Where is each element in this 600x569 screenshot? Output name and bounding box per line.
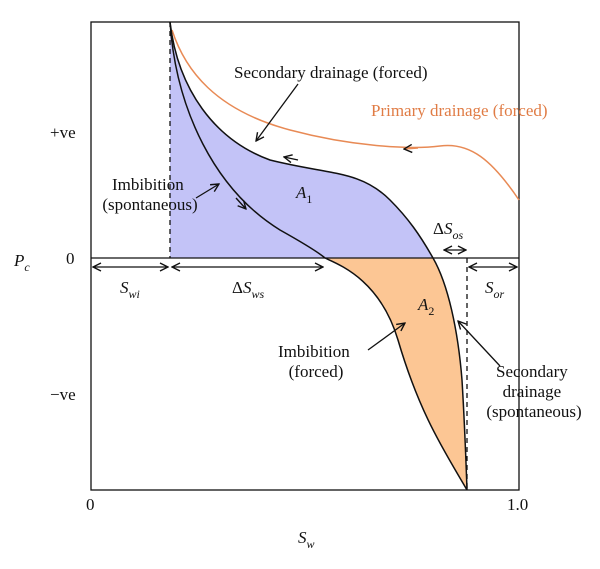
primary-drainage-curve [171, 29, 520, 201]
imbibition-curve [169, 21, 468, 491]
primary-direction-arrow [404, 148, 419, 149]
primary-drainage-label: Primary drainage (forced) [371, 101, 548, 120]
region-a1-fill [170, 22, 433, 258]
imbibition-spont-pointer [195, 184, 219, 199]
y-axis-pos-label: +ve [50, 123, 76, 142]
region-a1-label: A1 [295, 183, 312, 206]
secondary-spont-label: Secondary drainage (spontaneous) [486, 362, 581, 421]
secondary-forced-pointer [256, 83, 299, 141]
secondary-drainage-forced-curve [169, 21, 434, 259]
secondary-drainage-spontaneous-curve [432, 257, 468, 491]
x-axis-symbol: Sw [298, 528, 315, 551]
y-axis-zero-label: 0 [66, 249, 75, 268]
secondary-spont-pointer [458, 321, 501, 367]
imbibition-forced-label: Imbibition (forced) [278, 342, 354, 381]
plot-frame [90, 21, 520, 491]
secondary-forced-label: Secondary drainage (forced) [234, 63, 428, 82]
imbibition-spont-label: Imbibition (spontaneous) [102, 175, 197, 214]
imbibition-forced-pointer [367, 323, 405, 351]
y-axis-symbol: Pc [13, 251, 30, 274]
x-axis-one-label: 1.0 [507, 495, 528, 514]
secondary-forced-direction-arrow [284, 157, 299, 160]
swi-label: Swi [120, 278, 140, 301]
y-axis-neg-label: −ve [50, 385, 76, 404]
region-a2-fill [325, 258, 467, 490]
x-axis-zero-label: 0 [86, 495, 95, 514]
sor-label: Sor [485, 278, 505, 301]
imbibition-direction-arrow [235, 197, 246, 209]
dsos-label: ΔSos [433, 219, 463, 242]
dsws-label: ΔSws [232, 278, 264, 301]
region-a2-label: A2 [417, 295, 434, 318]
